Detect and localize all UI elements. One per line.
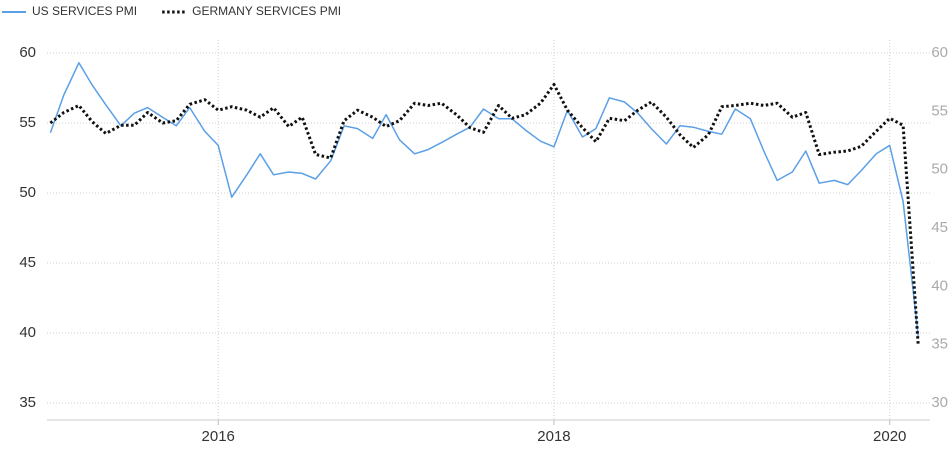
- y2-tick-label: 50: [931, 161, 948, 178]
- legend-label: GERMANY SERVICES PMI: [192, 4, 341, 18]
- series-line: [49, 83, 920, 345]
- y2-tick-label: 45: [931, 219, 948, 236]
- x-tick-label: 2018: [537, 428, 570, 445]
- x-tick-label: 2020: [873, 428, 906, 445]
- y-tick-label: 40: [19, 324, 36, 341]
- legend-label: US SERVICES PMI: [32, 4, 137, 18]
- y-tick-label: 55: [19, 114, 36, 131]
- y2-tick-label: 60: [931, 44, 948, 61]
- x-tick-label: 2016: [202, 428, 235, 445]
- y2-tick-label: 40: [931, 277, 948, 294]
- y-tick-label: 45: [19, 254, 36, 271]
- y2-tick-label: 55: [931, 102, 948, 119]
- y2-tick-label: 30: [931, 394, 948, 411]
- y-tick-label: 35: [19, 394, 36, 411]
- series-line: [49, 62, 919, 336]
- y-tick-label: 50: [19, 184, 36, 201]
- y2-tick-label: 35: [931, 336, 948, 353]
- y-tick-label: 60: [19, 44, 36, 61]
